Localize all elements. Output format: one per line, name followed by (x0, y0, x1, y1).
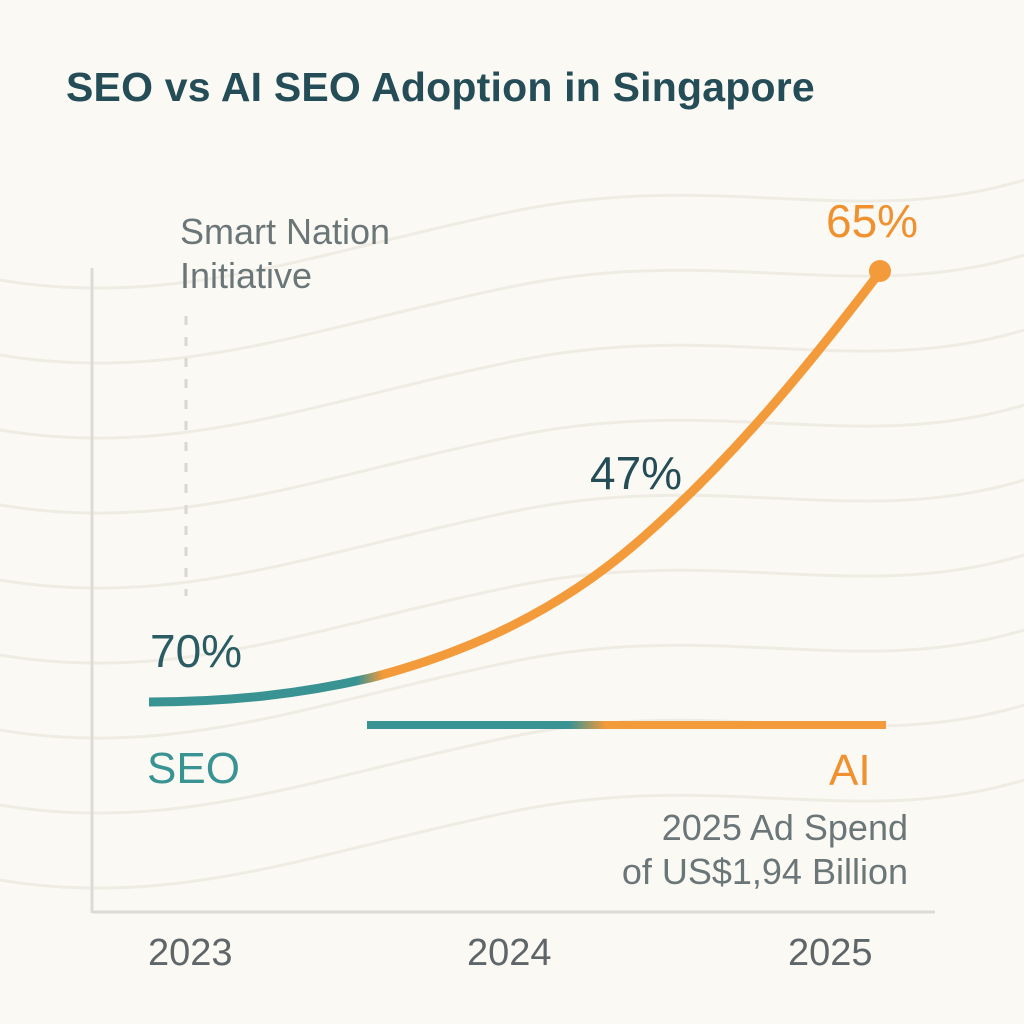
annotation-line: of US$1,94 Billion (621, 851, 908, 892)
annotation-line: 2025 Ad Spend (661, 807, 908, 848)
seo-series-label: SEO (147, 744, 240, 793)
x-tick-label: 2023 (148, 932, 233, 974)
background-wave (0, 478, 1024, 590)
ai-series-label: AI (829, 746, 871, 795)
background-wave-pattern (0, 178, 1024, 890)
background-wave (0, 628, 1024, 740)
x-tick-label: 2025 (788, 932, 873, 974)
ai-2025-data-point (869, 260, 891, 282)
seo-2023-value-label: 70% (150, 625, 243, 677)
ai-2024-value-label: 47% (590, 447, 683, 499)
annotation-line: Smart Nation (180, 211, 391, 252)
background-wave (0, 403, 1024, 515)
background-wave (0, 253, 1024, 365)
x-tick-label: 2024 (467, 932, 552, 974)
adoption-curve-line (148, 269, 884, 707)
ai-2025-value-label: 65% (826, 195, 919, 247)
background-wave (0, 553, 1024, 665)
background-wave (0, 328, 1024, 440)
smart-nation-annotation: Smart Nation Initiative (180, 210, 390, 298)
ad-spend-annotation: 2025 Ad Spend of US$1,94 Billion (622, 806, 908, 894)
background-wave (0, 778, 1024, 890)
annotation-line: Initiative (180, 255, 313, 296)
background-wave (0, 178, 1024, 290)
chart-title: SEO vs AI SEO Adoption in Singapore (66, 64, 815, 110)
